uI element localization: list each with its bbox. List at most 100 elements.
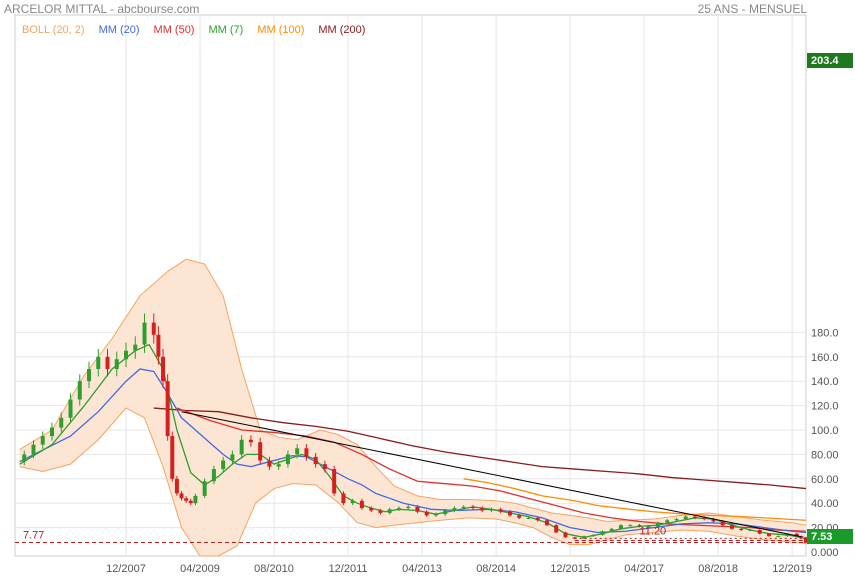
candle-body bbox=[489, 509, 494, 511]
candle bbox=[188, 498, 193, 506]
legend-item: MM (20) bbox=[99, 24, 140, 36]
candle bbox=[452, 506, 457, 513]
candle-body bbox=[378, 510, 383, 513]
period-label[interactable]: 25 ANS - MENSUEL bbox=[697, 2, 807, 16]
candle bbox=[378, 508, 383, 515]
candle-body bbox=[581, 536, 586, 539]
candle bbox=[526, 516, 531, 520]
candle bbox=[359, 498, 364, 510]
candle-body bbox=[165, 381, 170, 437]
candle-body bbox=[188, 500, 193, 504]
candle-body bbox=[156, 334, 161, 357]
x-tick-label: 04/2017 bbox=[624, 563, 664, 575]
candle-body bbox=[637, 525, 642, 527]
ma100-line bbox=[463, 478, 807, 521]
candle-body bbox=[304, 448, 309, 457]
candle bbox=[133, 336, 138, 359]
candle bbox=[239, 435, 244, 459]
candle bbox=[655, 521, 660, 528]
candle bbox=[415, 505, 420, 514]
candle bbox=[683, 515, 688, 521]
candle bbox=[443, 508, 448, 516]
x-tick-label: 08/2018 bbox=[698, 563, 738, 575]
candle bbox=[313, 453, 318, 468]
candle-body bbox=[174, 478, 179, 494]
candle bbox=[729, 524, 734, 530]
candle bbox=[276, 460, 281, 471]
candle bbox=[387, 507, 392, 515]
candle bbox=[581, 535, 586, 540]
candle bbox=[618, 524, 623, 530]
x-tick-label: 04/2009 bbox=[180, 563, 220, 575]
candle bbox=[59, 412, 64, 433]
candle-body bbox=[748, 530, 753, 532]
candle bbox=[322, 460, 327, 473]
candle-body bbox=[133, 344, 138, 351]
axes: 0.00020.0040.0060.0080.00100.0120.0140.0… bbox=[106, 327, 838, 575]
candle-body bbox=[609, 528, 614, 532]
candle bbox=[68, 393, 73, 424]
candle bbox=[248, 435, 253, 447]
candle bbox=[142, 313, 147, 353]
legend-item: MM (200) bbox=[318, 24, 365, 36]
candle-body bbox=[295, 448, 300, 455]
candle-body bbox=[785, 533, 790, 537]
candle bbox=[600, 530, 605, 536]
candle-body bbox=[600, 531, 605, 535]
candle bbox=[285, 450, 290, 468]
last-value-badge bbox=[807, 529, 853, 544]
plot-frame bbox=[14, 14, 807, 557]
candle bbox=[174, 475, 179, 496]
candle-body bbox=[184, 498, 189, 501]
candle-body bbox=[239, 439, 244, 455]
candle-body bbox=[794, 533, 799, 537]
last-value-label: 7.53 bbox=[811, 531, 832, 543]
y-tick-label: 80.00 bbox=[811, 449, 839, 461]
candle-body bbox=[221, 460, 226, 470]
max-value-badge bbox=[807, 53, 853, 68]
candle-body bbox=[179, 493, 184, 499]
y-tick-label: 40.00 bbox=[811, 498, 839, 510]
candle-body bbox=[96, 356, 101, 369]
candle-body bbox=[729, 525, 734, 529]
candle-body bbox=[507, 511, 512, 516]
candle-body bbox=[461, 506, 466, 509]
x-tick-label: 04/2013 bbox=[402, 563, 442, 575]
candle-body bbox=[526, 517, 531, 519]
candle bbox=[748, 529, 753, 532]
y-tick-label: 140.0 bbox=[811, 376, 839, 388]
candle bbox=[40, 431, 45, 449]
candle bbox=[151, 313, 156, 344]
candle-body bbox=[22, 454, 27, 462]
x-tick-label: 12/2011 bbox=[329, 563, 368, 575]
candle-body bbox=[322, 464, 327, 470]
candle-body bbox=[142, 322, 147, 345]
candle bbox=[193, 493, 198, 506]
candle-body bbox=[40, 436, 45, 445]
candle-body bbox=[359, 500, 364, 509]
candle-body bbox=[480, 508, 485, 511]
candle-body bbox=[285, 454, 290, 465]
bollinger-band bbox=[19, 258, 807, 557]
candle-body bbox=[683, 516, 688, 520]
candle-body bbox=[646, 526, 651, 528]
candle-body bbox=[702, 517, 707, 520]
legend-item: MM (7) bbox=[208, 24, 243, 36]
candle bbox=[114, 351, 119, 377]
candle-body bbox=[124, 350, 129, 360]
candle-body bbox=[151, 322, 156, 335]
chart-title: ARCELOR MITTAL - abcbourse.com bbox=[4, 2, 200, 16]
candle bbox=[22, 450, 27, 466]
candle-body bbox=[739, 528, 744, 531]
candle-body bbox=[50, 427, 55, 437]
y-tick-label: 120.0 bbox=[811, 401, 839, 413]
legend-item: MM (50) bbox=[154, 24, 195, 36]
x-tick-label: 12/2007 bbox=[106, 563, 146, 575]
candle-body bbox=[105, 356, 110, 369]
candle-body bbox=[59, 417, 64, 428]
candle bbox=[341, 491, 346, 506]
candle-body bbox=[554, 525, 559, 533]
candle bbox=[609, 527, 614, 533]
y-tick-label: 0.000 bbox=[811, 547, 839, 559]
